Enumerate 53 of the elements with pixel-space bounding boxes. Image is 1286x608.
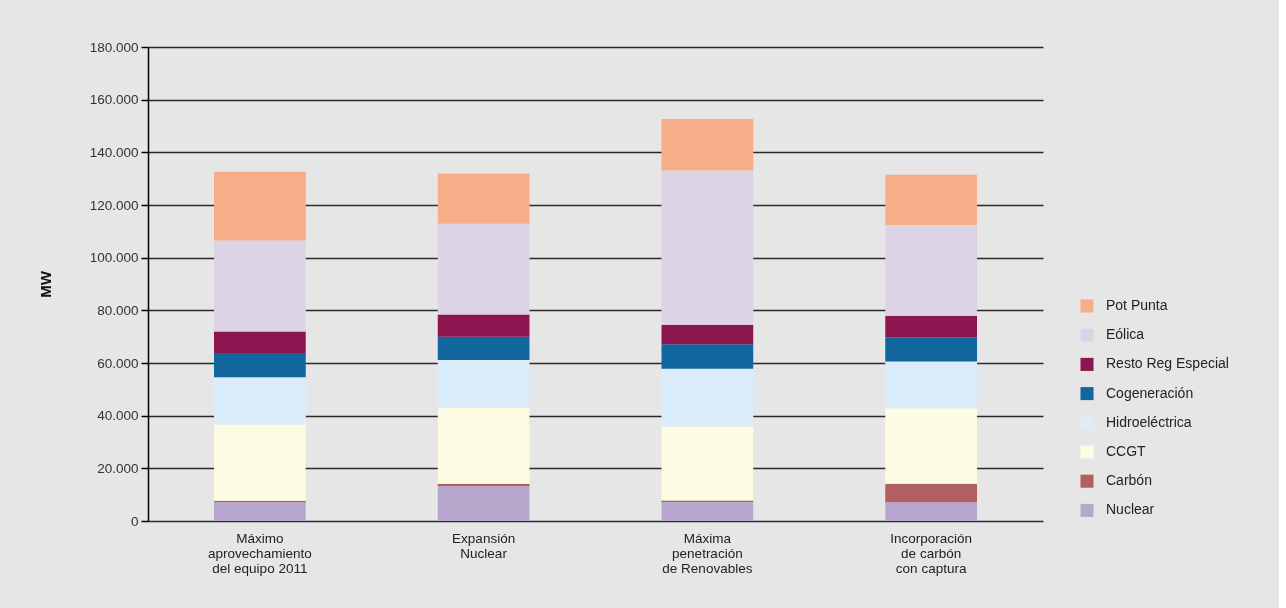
x-tick-label: Incorporación de carbón con captura bbox=[890, 530, 973, 576]
bar bbox=[885, 315, 977, 338]
bar bbox=[437, 485, 530, 521]
y-tick-label: 100.000 bbox=[89, 250, 139, 266]
bar bbox=[214, 502, 306, 521]
y-tick-label: 120.000 bbox=[89, 197, 139, 213]
x-tick-label: Expansión Nuclear bbox=[452, 530, 516, 561]
bar bbox=[661, 502, 754, 521]
y-axis-title: MW bbox=[36, 270, 54, 298]
y-tick-label: 180.000 bbox=[89, 39, 139, 55]
y-tick-label: 60.000 bbox=[97, 355, 139, 371]
bar bbox=[437, 408, 530, 484]
x-tick-label: Máxima penetración de Renovables bbox=[662, 530, 753, 576]
bar bbox=[661, 324, 754, 345]
bar bbox=[214, 331, 306, 353]
x-tick-label: Máximo aprovechamiento del equipo 2011 bbox=[208, 530, 312, 576]
bar bbox=[885, 174, 977, 226]
legend-label: Nuclear bbox=[1106, 501, 1155, 518]
legend-label: CCGT bbox=[1106, 443, 1147, 459]
bar bbox=[661, 368, 754, 427]
bar bbox=[437, 223, 530, 315]
y-tick-label: 40.000 bbox=[97, 408, 139, 424]
bar bbox=[214, 352, 306, 378]
bar bbox=[214, 240, 306, 332]
legend-label: Cogeneración bbox=[1106, 384, 1194, 401]
bar bbox=[885, 502, 977, 521]
bar bbox=[885, 408, 977, 484]
bar bbox=[885, 361, 977, 409]
legend-label: Carbón bbox=[1106, 472, 1152, 489]
y-tick-label: 20.000 bbox=[97, 460, 139, 476]
bar bbox=[437, 314, 530, 337]
legend-label: Pot Punta bbox=[1106, 297, 1168, 313]
y-tick-label: 0 bbox=[130, 513, 139, 529]
bar bbox=[214, 424, 306, 501]
bar bbox=[437, 173, 530, 224]
legend-label: Eólica bbox=[1106, 326, 1145, 343]
y-tick-label: 80.000 bbox=[97, 302, 139, 318]
bar bbox=[885, 483, 977, 503]
legend-label: Resto Reg Especial bbox=[1106, 355, 1229, 372]
bar bbox=[437, 336, 530, 361]
bar bbox=[661, 118, 754, 171]
bar bbox=[437, 483, 530, 486]
bar bbox=[885, 225, 977, 316]
bar bbox=[661, 426, 754, 501]
bar bbox=[437, 360, 530, 409]
bar bbox=[661, 344, 754, 369]
bar bbox=[885, 337, 977, 362]
y-tick-label: 140.000 bbox=[89, 144, 139, 160]
bar bbox=[214, 171, 306, 241]
y-tick-label: 160.000 bbox=[89, 92, 139, 108]
legend-label: Hidroeléctrica bbox=[1106, 413, 1192, 430]
bar bbox=[214, 377, 306, 425]
bar bbox=[661, 170, 754, 325]
